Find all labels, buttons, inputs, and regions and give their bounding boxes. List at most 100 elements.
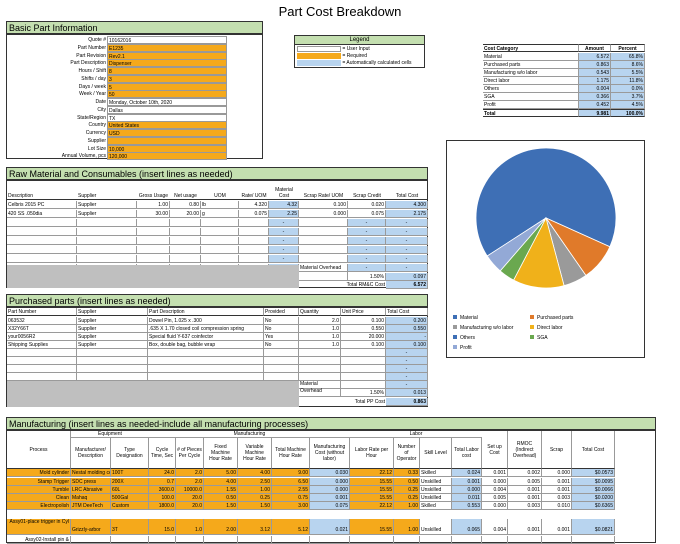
pp-cell: No xyxy=(264,341,299,349)
mfg-cell: 22.12 xyxy=(350,469,394,477)
mfg-cell: 15.55 xyxy=(350,478,394,486)
raw-cell: Celbris 2015 PC xyxy=(7,201,77,209)
legend-user-input: = User Input xyxy=(297,45,370,53)
pp-col-header: Supplier xyxy=(77,308,148,316)
raw-empty-cell xyxy=(239,246,269,254)
pp-cell: No xyxy=(264,325,299,333)
pp-empty-cell: - xyxy=(386,365,428,373)
field-value[interactable]: USD xyxy=(107,129,227,137)
mfg-cell: $0.0821 xyxy=(572,519,615,535)
cost-pie-chart: Material Purchased parts Manufacturing w/o… xyxy=(446,140,645,358)
mfg-cell: 60L xyxy=(111,486,149,494)
manufacturing-header: Manufacturing (insert lines as needed-in… xyxy=(6,417,656,430)
pp-empty-cell xyxy=(299,349,341,357)
raw-cell: 4.320 xyxy=(239,201,269,209)
pp-empty-cell xyxy=(77,373,148,381)
field-value[interactable]: 120,000 xyxy=(107,152,227,161)
raw-empty-cell: - xyxy=(386,264,428,272)
raw-empty-cell: - xyxy=(386,246,428,254)
raw-empty-cell xyxy=(77,237,137,245)
field-value[interactable]: Rev2.1 xyxy=(107,51,227,60)
raw-empty-cell xyxy=(239,228,269,236)
pie-slice-material xyxy=(475,147,617,257)
mfg-cell: 0.030 xyxy=(310,469,350,477)
mfg-cell: 100T xyxy=(111,469,149,477)
pp-col-header: Part Number xyxy=(7,308,77,316)
mfg-cell: Stamp Trigger xyxy=(7,478,71,486)
field-value[interactable]: 10162016 xyxy=(107,36,227,44)
field-value[interactable]: Dispenser xyxy=(107,59,227,68)
mfg-cell: 10000.0 xyxy=(176,486,204,494)
raw-empty-cell xyxy=(77,246,137,254)
mfg-cell: 0.50 xyxy=(204,494,238,502)
mfg-cell: $0.6365 xyxy=(572,502,615,510)
pp-cell: Box, double bag, bubble wrap xyxy=(148,341,264,349)
summary-cell: SGA xyxy=(483,93,579,101)
mfg-cell: 0.001 xyxy=(482,469,508,477)
raw-cell: Supplier xyxy=(77,210,137,218)
field-value[interactable] xyxy=(107,136,227,145)
raw-cell: 4.300 xyxy=(386,201,428,209)
field-value[interactable]: 5 xyxy=(107,82,227,91)
raw-empty-cell xyxy=(170,219,201,227)
raw-empty-cell: - xyxy=(269,246,299,254)
summary-cell: 6.572 xyxy=(579,53,611,61)
raw-col-header: Material Cost xyxy=(269,181,299,200)
mfg-cell: 15.55 xyxy=(350,494,394,502)
raw-cell: 420 SS .050dia xyxy=(7,210,77,218)
summary-cell: 11.8% xyxy=(611,77,645,85)
field-value[interactable]: E1235 xyxy=(107,43,227,52)
raw-empty-cell xyxy=(239,237,269,245)
legend-swatch xyxy=(453,345,457,349)
mfg-cell: 0.25 xyxy=(394,494,420,502)
mfg-cell: Skilled xyxy=(420,502,452,510)
mfg-cell: 20.0 xyxy=(176,494,204,502)
pp-empty-cell: - xyxy=(386,349,428,357)
field-value[interactable]: Dallas xyxy=(107,105,227,114)
field-value[interactable]: United States xyxy=(107,121,227,130)
mfg-cell: Unskilled xyxy=(420,494,452,502)
raw-empty-cell: - xyxy=(386,237,428,245)
pp-empty-cell xyxy=(299,357,341,365)
pp-cell: Shipping Supplies xyxy=(7,341,77,349)
pp-overhead-value: 0.013 xyxy=(386,389,428,397)
pp-cell: - xyxy=(386,333,428,341)
pp-empty-cell xyxy=(264,365,299,373)
mfg-cell: Custom xyxy=(111,502,149,510)
mfg-cell: 4.00 xyxy=(204,478,238,486)
field-value[interactable]: 10,000 xyxy=(107,144,227,153)
mfg-cell: 0.000 xyxy=(310,478,350,486)
pie-svg: Material Purchased parts Manufacturing w/o… xyxy=(453,147,617,351)
field-value[interactable]: TX xyxy=(107,113,227,122)
field-value[interactable]: 8 xyxy=(107,67,227,75)
mfg-cell: 0.010 xyxy=(542,502,572,510)
mfg-cell: JTM DeeTech xyxy=(71,502,111,510)
raw-empty-cell xyxy=(170,255,201,263)
mfg-cell: $0.0095 xyxy=(572,478,615,486)
raw-cell: g xyxy=(201,210,239,218)
raw-col-header: Rate/ UOM xyxy=(239,181,269,200)
raw-col-header: UOM xyxy=(201,181,239,200)
field-label: State/Region xyxy=(77,114,106,121)
mfg-cell: 15.0 xyxy=(149,519,176,535)
mfg-cell: 0.25 xyxy=(394,486,420,494)
mfg-cell: 0.001 xyxy=(542,486,572,494)
field-value[interactable]: 50 xyxy=(107,90,227,99)
mfg-cell: 0.005 xyxy=(482,494,508,502)
field-value[interactable]: 3 xyxy=(107,74,227,83)
legend-auto-calc: = Automatically calculated cells xyxy=(297,59,411,67)
raw-empty-cell xyxy=(7,237,77,245)
mfg-cell: 200X xyxy=(111,478,149,486)
pp-empty-cell xyxy=(341,365,386,373)
mfg-col-header: Variable Machine Hour Rate xyxy=(238,438,272,469)
field-label: Part Number xyxy=(77,44,106,51)
mfg-col-header: Fixed Machine Hour Rate xyxy=(204,438,238,469)
raw-col-header: Supplier xyxy=(77,181,137,200)
raw-empty-cell xyxy=(77,255,137,263)
pp-cell: Supplier xyxy=(77,317,148,325)
summary-total-amount: 9.981 xyxy=(579,109,611,117)
field-value[interactable]: Monday, October 10th, 2020 xyxy=(107,98,227,106)
raw-empty-cell xyxy=(7,219,77,227)
mfg-cell: 5.12 xyxy=(272,519,310,535)
pp-cell: 20.000 xyxy=(341,333,386,341)
